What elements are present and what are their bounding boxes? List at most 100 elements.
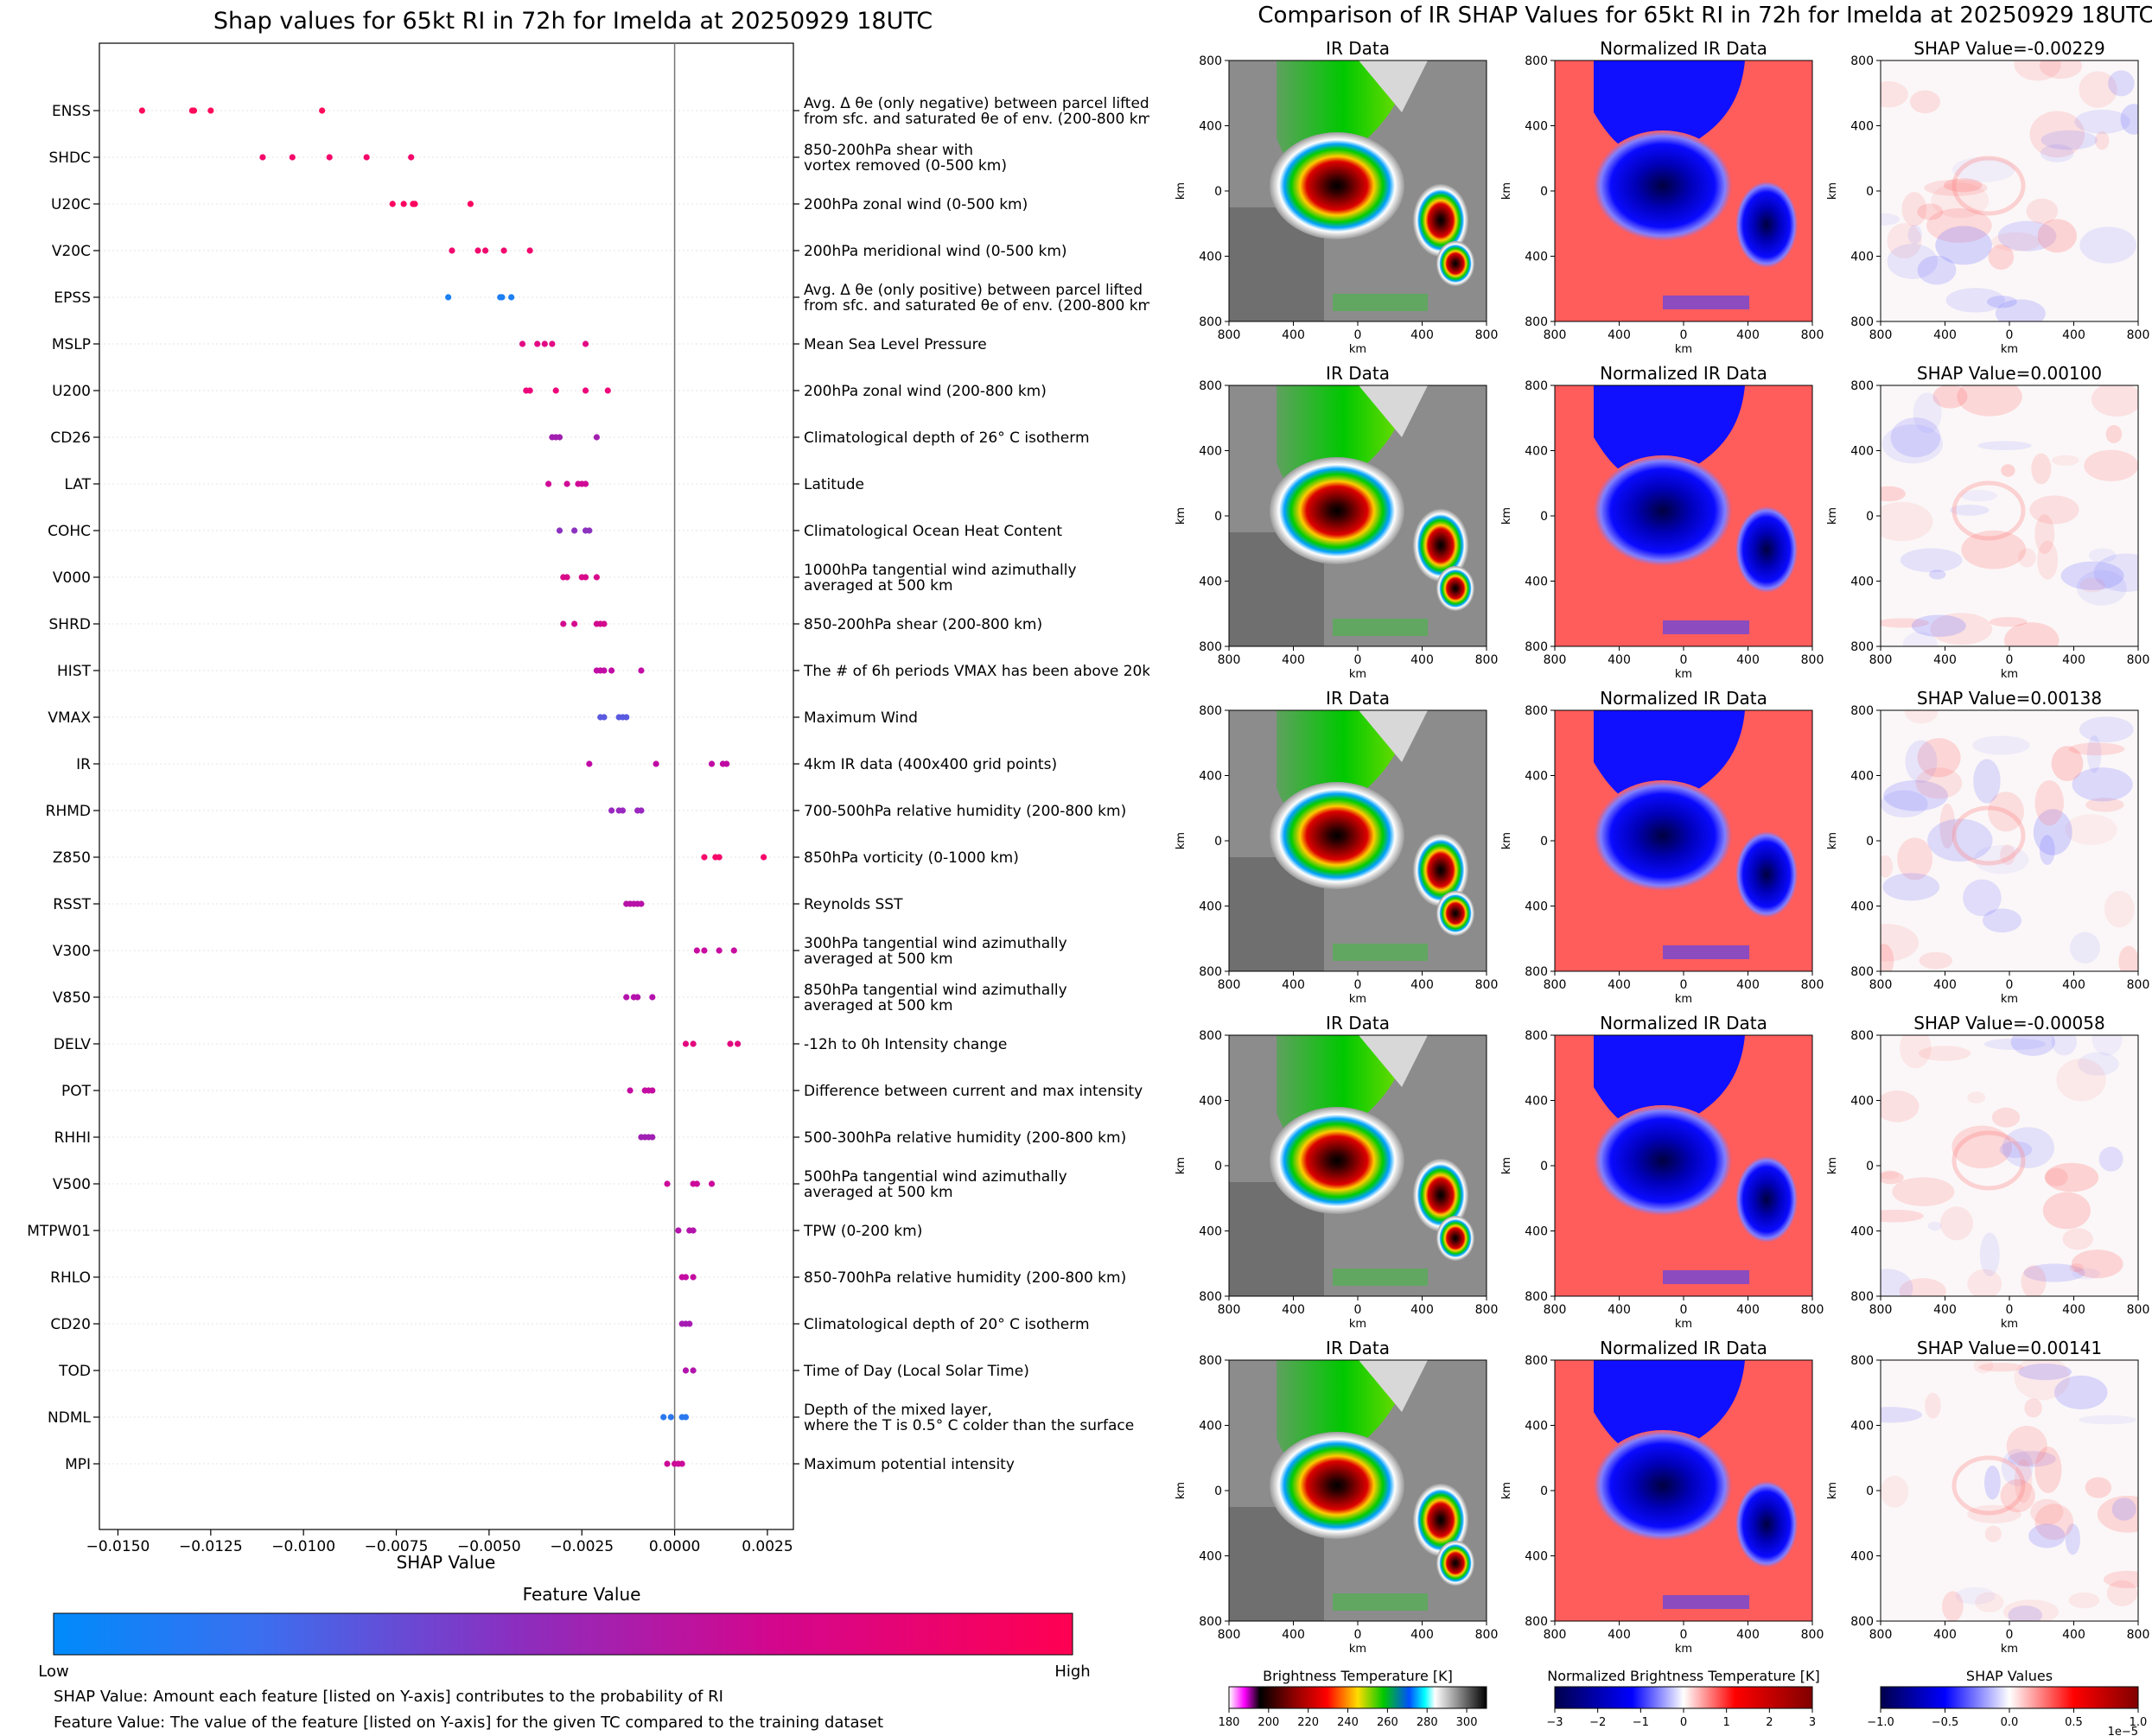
- shap-patch: [2105, 424, 2123, 443]
- y-tick-label: 400: [1525, 445, 1548, 459]
- feature-name: MPI: [65, 1456, 91, 1473]
- y-tick-label: 400: [1850, 770, 1874, 784]
- panel-title: SHAP Value=-0.00058: [1913, 1013, 2104, 1033]
- y-tick-label: 400: [1199, 1225, 1222, 1239]
- feature-description: Time of Day (Local Solar Time): [803, 1363, 1029, 1380]
- shap-patch: [2111, 1498, 2136, 1521]
- x-tick-label: 800: [1544, 1303, 1567, 1317]
- x-tick-label: 400: [1736, 1628, 1760, 1642]
- shap-patch: [1991, 232, 2041, 251]
- shap-point: [556, 527, 563, 534]
- shap-eye-ring: [1951, 1455, 2026, 1516]
- norm-low-clouds: [1663, 1595, 1749, 1609]
- colorbar-tick-label: 280: [1417, 1716, 1438, 1729]
- x-tick-label: 0: [2006, 328, 2014, 342]
- shap-patch: [2079, 226, 2137, 264]
- shap-patch: [1961, 490, 1997, 502]
- colorbar-tick-label: 0: [1680, 1716, 1687, 1729]
- shap-patch: [1881, 790, 1928, 818]
- shap-patch: [1961, 530, 2027, 569]
- shap-patch: [2069, 1263, 2085, 1273]
- y-tick-label: 400: [1850, 251, 1874, 264]
- shap-background: [1881, 60, 2138, 321]
- y-tick-label: 400: [1525, 1420, 1548, 1434]
- footnote-feature-value: Feature Value: The value of the feature …: [54, 1714, 884, 1732]
- feature-name: LAT: [64, 476, 91, 493]
- colorbar-title: Brightness Temperature [K]: [1263, 1668, 1453, 1684]
- x-tick-label: 400: [1410, 328, 1434, 342]
- shap-patch: [2065, 814, 2117, 845]
- shap-point: [730, 947, 737, 954]
- y-tick-label: 800: [1850, 379, 1874, 393]
- feature-description: Difference between current and max inten…: [804, 1083, 1143, 1100]
- ir-rainband-2: [1436, 566, 1474, 611]
- shap-point: [582, 340, 589, 347]
- x-axis-label: km: [1349, 343, 1366, 356]
- shap-patch: [2044, 1162, 2099, 1192]
- colorbar-tick-label: 0.0: [2001, 1716, 2019, 1729]
- shap-point: [623, 714, 630, 721]
- y-tick-label: 400: [1199, 251, 1222, 264]
- panel-title: IR Data: [1326, 1338, 1390, 1358]
- shap-patch: [1917, 738, 1961, 778]
- panel-title: SHAP Value=-0.00229: [1913, 38, 2104, 59]
- shap-patch: [1988, 244, 2015, 270]
- x-tick-label: 800: [2127, 653, 2150, 667]
- shap-point: [207, 107, 214, 114]
- panel-title: IR Data: [1326, 363, 1390, 384]
- x-tick-label: 400: [2062, 1303, 2085, 1317]
- shap-point: [638, 807, 645, 814]
- x-tick-label: 400: [1933, 328, 1957, 342]
- colorbar-low-label: Low: [38, 1663, 68, 1681]
- shap-point: [190, 107, 198, 114]
- y-tick-label: 400: [1199, 900, 1222, 914]
- x-tick-label: 800: [1544, 978, 1567, 992]
- shap-patch: [1882, 873, 1940, 901]
- shap-point: [678, 1460, 685, 1467]
- y-tick-label: 0: [1866, 1160, 1874, 1173]
- colorbar-tick-label: 300: [1456, 1716, 1478, 1729]
- shap-patch: [1997, 220, 2057, 251]
- ir-image: [1229, 1035, 1487, 1296]
- feature-name: MSLP: [52, 336, 91, 353]
- shap-patch: [1913, 392, 1942, 434]
- norm-cold-band: [1594, 1035, 1745, 1132]
- shap-image: [1881, 1035, 2138, 1296]
- shap-point: [549, 340, 556, 347]
- shap-patch: [1919, 951, 1953, 970]
- y-tick-label: 0: [1214, 835, 1222, 849]
- colorbar-tick-label: 1.0: [2130, 1716, 2148, 1729]
- shap-point: [701, 854, 708, 861]
- shap-point: [649, 1087, 656, 1094]
- shap-point: [690, 1274, 697, 1281]
- norm-low-clouds: [1663, 1270, 1749, 1284]
- x-tick-label: 0: [1354, 653, 1362, 667]
- shap-patch: [2065, 1523, 2080, 1555]
- shap-point: [556, 434, 563, 441]
- x-axis-label: km: [1675, 343, 1692, 356]
- y-tick-label: 0: [1214, 510, 1222, 524]
- shap-point: [411, 200, 418, 207]
- norm-low-clouds: [1663, 296, 1749, 309]
- norm-storm-core: [1594, 455, 1732, 566]
- shap-patch: [1902, 632, 1938, 646]
- x-tick-label: 800: [1475, 978, 1499, 992]
- shap-patch: [2003, 622, 2060, 646]
- x-tick-label: 0: [1354, 978, 1362, 992]
- shap-patch: [1939, 1206, 1973, 1241]
- x-tick-label: 800: [1475, 1303, 1499, 1317]
- shap-point: [716, 947, 723, 954]
- x-tick-label: 0: [1680, 653, 1688, 667]
- feature-description: 850-200hPa shear (200-800 km): [804, 616, 1042, 633]
- feature-name: TOD: [58, 1363, 91, 1380]
- panel-title: Normalized IR Data: [1600, 688, 1767, 709]
- shap-patch: [1881, 1209, 1924, 1223]
- shap-patch: [2054, 1375, 2108, 1409]
- x-tick-label: 0.0025: [742, 1538, 793, 1555]
- colorbar: Normalized Brightness Temperature [K] −3 −…: [1546, 1668, 1819, 1729]
- feature-name: V850: [53, 989, 91, 1007]
- shap-patch: [1881, 213, 1901, 226]
